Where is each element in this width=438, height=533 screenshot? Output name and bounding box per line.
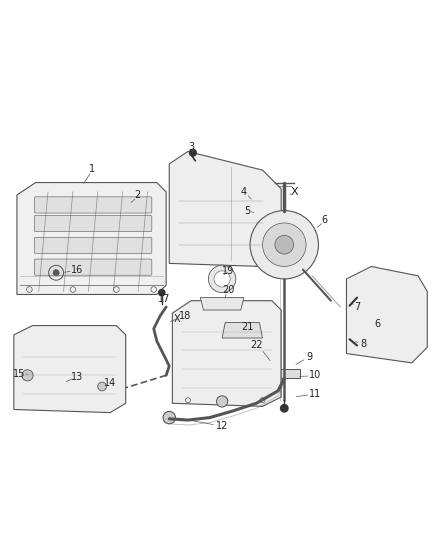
Text: 15: 15 [13, 369, 25, 379]
Text: 2: 2 [134, 190, 140, 200]
Circle shape [214, 271, 230, 287]
Circle shape [53, 270, 59, 276]
Text: 7: 7 [354, 302, 360, 312]
Text: 19: 19 [222, 266, 234, 276]
Text: 17: 17 [158, 294, 170, 304]
Text: 5: 5 [244, 206, 250, 215]
Text: 22: 22 [250, 341, 262, 351]
Text: 6: 6 [374, 319, 381, 329]
Circle shape [208, 265, 236, 293]
Text: 14: 14 [104, 378, 117, 388]
Circle shape [262, 223, 306, 266]
Circle shape [281, 405, 288, 412]
Polygon shape [346, 266, 427, 363]
Polygon shape [169, 151, 281, 266]
Circle shape [22, 370, 33, 381]
Polygon shape [173, 301, 281, 406]
FancyBboxPatch shape [34, 259, 152, 275]
Circle shape [189, 149, 197, 157]
Text: 21: 21 [241, 322, 253, 332]
Text: 4: 4 [241, 187, 247, 197]
Text: 13: 13 [71, 372, 83, 382]
Circle shape [98, 382, 106, 391]
Polygon shape [269, 369, 300, 378]
Text: 20: 20 [222, 285, 234, 295]
Text: 6: 6 [321, 215, 328, 225]
Text: 12: 12 [216, 421, 228, 431]
Polygon shape [222, 322, 262, 338]
Circle shape [364, 296, 404, 336]
Text: 1: 1 [88, 164, 95, 174]
Circle shape [216, 396, 228, 407]
Text: 11: 11 [309, 389, 321, 399]
Text: 18: 18 [179, 311, 191, 321]
FancyBboxPatch shape [34, 237, 152, 254]
Text: 10: 10 [309, 370, 321, 381]
Text: 9: 9 [306, 352, 312, 362]
Circle shape [275, 236, 293, 254]
Text: 16: 16 [71, 264, 83, 274]
Text: 8: 8 [360, 339, 366, 349]
Polygon shape [200, 297, 244, 310]
Circle shape [159, 289, 165, 296]
Polygon shape [14, 326, 126, 413]
Text: X: X [291, 187, 299, 197]
Circle shape [250, 211, 318, 279]
FancyBboxPatch shape [34, 197, 152, 213]
Text: X: X [173, 314, 180, 325]
Polygon shape [17, 183, 166, 294]
Circle shape [351, 284, 416, 349]
FancyBboxPatch shape [34, 215, 152, 232]
Text: 3: 3 [188, 141, 194, 151]
Circle shape [163, 411, 176, 424]
